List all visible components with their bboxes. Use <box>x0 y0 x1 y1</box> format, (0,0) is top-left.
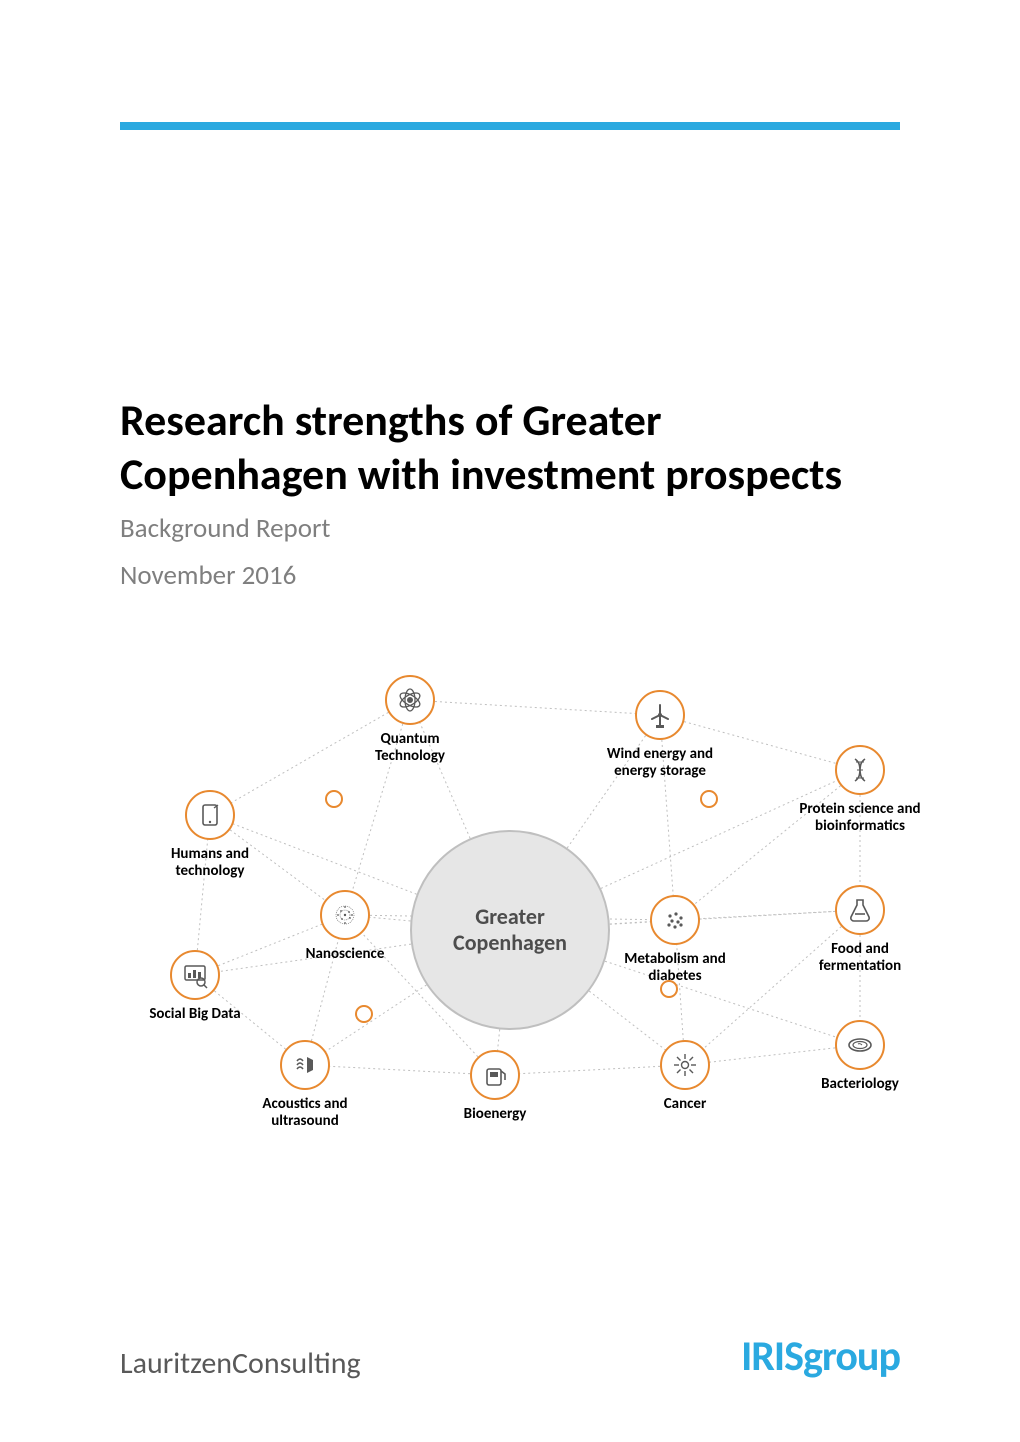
flask-icon <box>835 885 885 935</box>
sunburst-icon <box>660 1040 710 1090</box>
logo-right-part1: IRIS <box>741 1331 803 1382</box>
node-acoustics: Acoustics and ultrasound <box>240 1040 370 1131</box>
turbine-icon <box>635 690 685 740</box>
node-bioenergy: Bioenergy <box>430 1050 560 1123</box>
node-label-acoustics: Acoustics and ultrasound <box>240 1096 370 1131</box>
lauritzen-logo: LauritzenConsulting <box>120 1345 361 1382</box>
logo-right-part2: group <box>803 1331 900 1382</box>
node-label-humans: Humans and technology <box>145 846 275 881</box>
node-label-wind: Wind energy and energy storage <box>595 746 725 781</box>
extra-dot-0 <box>325 790 343 808</box>
node-label-nano: Nanoscience <box>306 946 385 963</box>
node-food: Food and fermentation <box>795 885 925 976</box>
node-label-socialbd: Social Big Data <box>149 1006 240 1023</box>
node-protein: Protein science and bioinformatics <box>795 745 925 836</box>
petri-icon <box>835 1020 885 1070</box>
extra-dot-3 <box>355 1005 373 1023</box>
node-quantum: Quantum Technology <box>345 675 475 766</box>
node-humans: Humans and technology <box>145 790 275 881</box>
node-nano: Nanoscience <box>280 890 410 963</box>
pump-icon <box>470 1050 520 1100</box>
logo-left-part1: Lauritzen <box>120 1345 232 1382</box>
node-label-bacter: Bacteriology <box>821 1076 899 1093</box>
title-block: Research strengths of Greater Copenhagen… <box>120 394 860 594</box>
dots-icon <box>650 895 700 945</box>
chart-icon <box>170 950 220 1000</box>
irisgroup-logo: IRISgroup <box>741 1331 900 1382</box>
node-label-quantum: Quantum Technology <box>345 731 475 766</box>
node-wind: Wind energy and energy storage <box>595 690 725 781</box>
node-bacter: Bacteriology <box>795 1020 925 1093</box>
logo-left-part2: Consulting <box>232 1345 361 1382</box>
center-label-l2: Copenhagen <box>453 929 567 956</box>
footer: LauritzenConsulting IRISgroup <box>120 1331 900 1382</box>
subtitle-line2: November 2016 <box>120 558 860 594</box>
subtitle-line1: Background Report <box>120 511 860 547</box>
extra-dot-2 <box>660 980 678 998</box>
nano-icon <box>320 890 370 940</box>
diagram-center: GreaterCopenhagen <box>410 830 610 1030</box>
dna-icon <box>835 745 885 795</box>
node-label-protein: Protein science and bioinformatics <box>795 801 925 836</box>
tablet-icon <box>185 790 235 840</box>
center-label-l1: Greater <box>475 903 545 930</box>
network-diagram: GreaterCopenhagen Quantum Technology Wind … <box>100 660 920 1180</box>
node-label-bioenergy: Bioenergy <box>464 1106 527 1123</box>
node-socialbd: Social Big Data <box>130 950 260 1023</box>
node-label-metab: Metabolism and diabetes <box>610 951 740 986</box>
page-title: Research strengths of Greater Copenhagen… <box>120 394 860 501</box>
wave-icon <box>280 1040 330 1090</box>
atom-icon <box>385 675 435 725</box>
extra-dot-1 <box>700 790 718 808</box>
accent-bar <box>120 122 900 130</box>
node-metab: Metabolism and diabetes <box>610 895 740 986</box>
node-label-food: Food and fermentation <box>795 941 925 976</box>
node-label-cancer: Cancer <box>664 1096 707 1113</box>
node-cancer: Cancer <box>620 1040 750 1113</box>
